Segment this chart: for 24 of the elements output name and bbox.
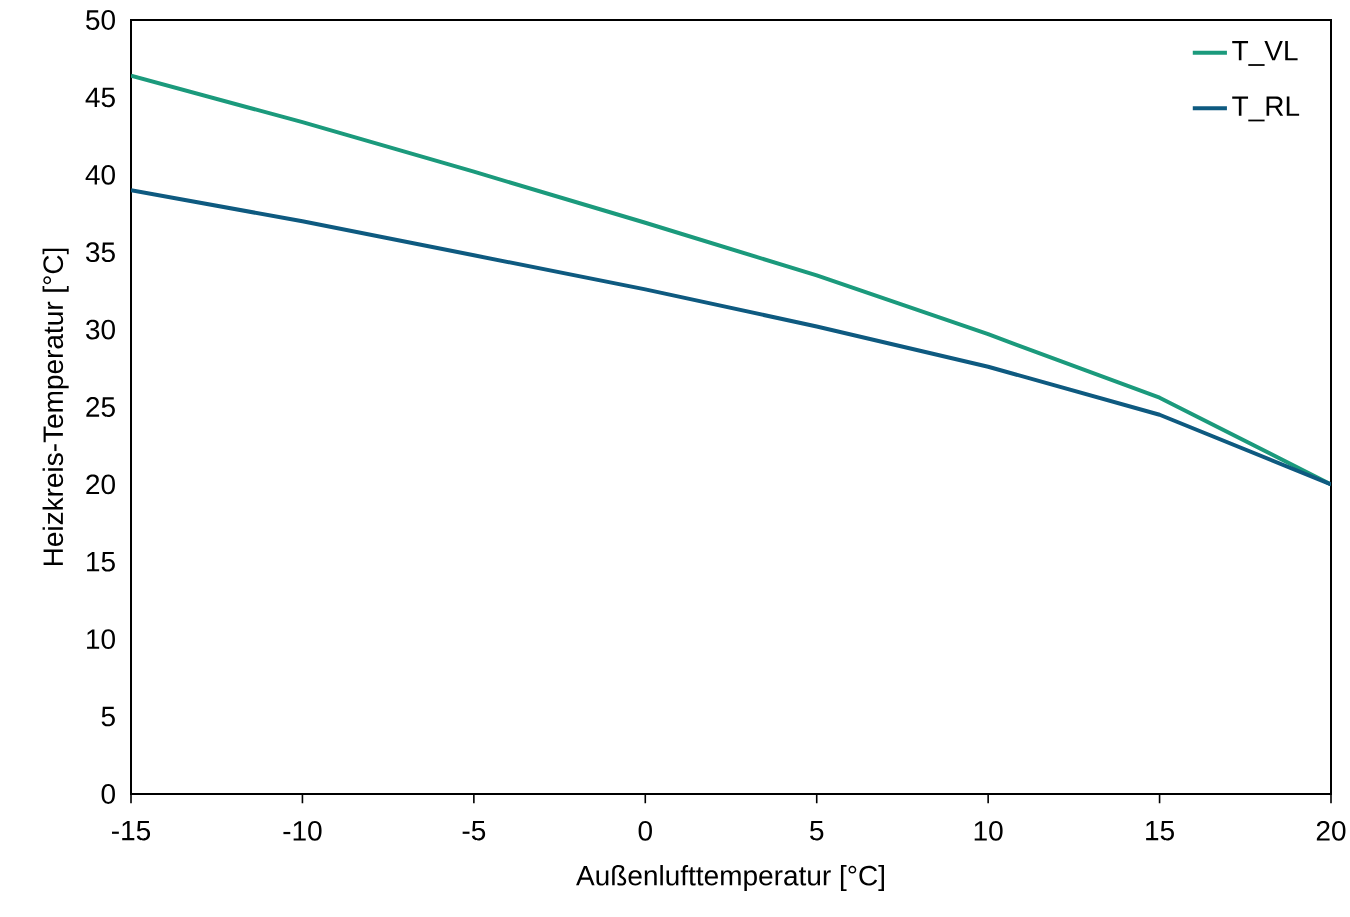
x-tick-label: 5 — [810, 820, 824, 841]
x-tick-label: -10 — [283, 820, 322, 841]
legend-label: T_VL — [1232, 41, 1298, 66]
x-tick-label: 15 — [1146, 820, 1174, 841]
y-tick-label: 35 — [86, 242, 115, 263]
legend-label: T_RL — [1232, 96, 1300, 122]
x-tick-label: 10 — [974, 820, 1003, 841]
y-tick-label: 10 — [87, 629, 115, 650]
y-axis-title: Heizkreis-Temperatur [°C] — [42, 248, 69, 566]
x-tick-label: -5 — [462, 820, 486, 841]
y-tick-label: 0 — [101, 784, 115, 804]
y-tick-label: 40 — [85, 164, 115, 185]
x-tick-label: 0 — [638, 820, 652, 841]
y-tick-label: 25 — [86, 397, 115, 417]
line-series — [131, 188, 1331, 487]
y-tick-label: 45 — [85, 87, 115, 108]
y-tick-label: 50 — [86, 10, 115, 30]
x-tick-label: -15 — [112, 820, 151, 841]
x-axis-title: Außenlufttemperatur [°C] — [576, 865, 884, 892]
x-tick-label: 20 — [1316, 820, 1346, 841]
y-tick-label: 5 — [101, 706, 115, 727]
y-tick-label: 30 — [86, 319, 115, 340]
y-tick-label: 20 — [86, 474, 115, 495]
y-tick-label: 15 — [87, 552, 115, 572]
